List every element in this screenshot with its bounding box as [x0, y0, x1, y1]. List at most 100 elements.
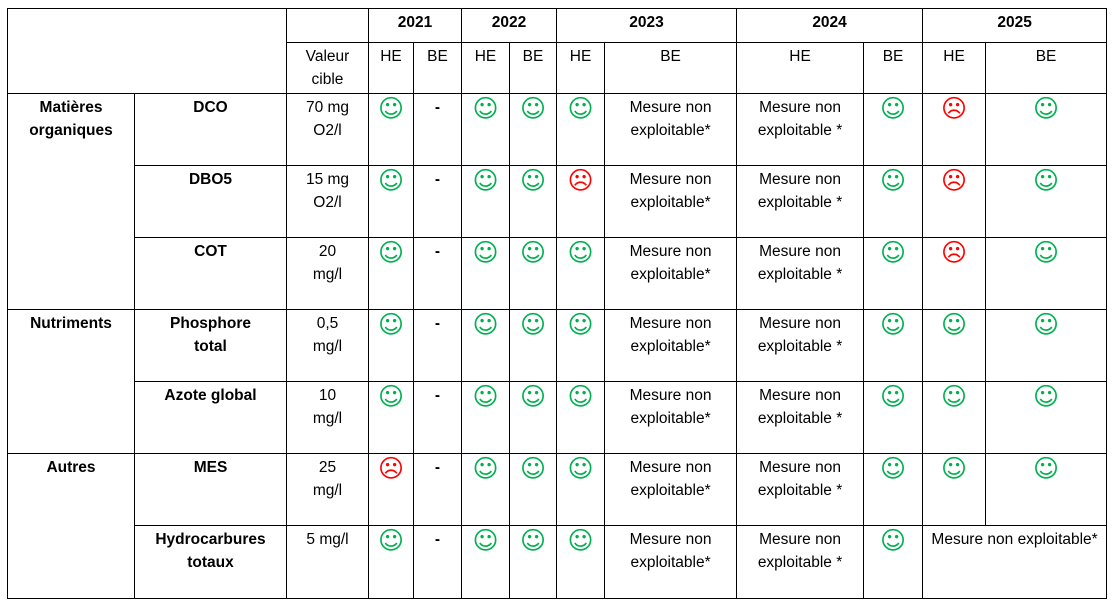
parameter-cell-dco: DCO [134, 93, 287, 166]
dash-cell: - [412, 453, 463, 526]
be-header-2024: BE [863, 42, 924, 94]
measure-note-cell: Mesure non exploitable * [736, 453, 865, 526]
status-cell: ☹ [922, 165, 987, 238]
he-header-2025: HE [922, 42, 987, 94]
he-header-2021: HE [368, 42, 414, 94]
status-cell: ☺ [556, 93, 606, 166]
no-measure-dash: - [434, 99, 441, 116]
happy-face-icon: ☺ [941, 310, 968, 339]
happy-face-icon: ☺ [472, 454, 499, 483]
status-cell: ☺ [461, 525, 511, 599]
no-measure-dash: - [434, 459, 441, 476]
year-header-2023: 2023 [556, 8, 738, 43]
status-cell: ☺ [556, 381, 606, 454]
status-cell: ☺ [985, 165, 1108, 238]
sad-face-icon: ☹ [567, 166, 594, 195]
happy-face-icon: ☺ [519, 382, 547, 411]
status-cell: ☺ [985, 309, 1108, 382]
year-header-2024: 2024 [736, 8, 924, 43]
be-header-2021: BE [412, 42, 463, 94]
happy-face-icon: ☺ [880, 94, 907, 123]
happy-face-icon: ☺ [880, 382, 907, 411]
status-cell: ☺ [922, 309, 987, 382]
target-value-cell: 20 mg/l [286, 237, 369, 310]
happy-face-icon: ☺ [472, 310, 499, 339]
status-cell: ☺ [863, 525, 924, 599]
be-header-2023: BE [604, 42, 738, 94]
happy-face-icon: ☺ [880, 526, 907, 555]
target-value-cell: 10 mg/l [286, 381, 369, 454]
happy-face-icon: ☺ [567, 382, 594, 411]
status-cell: ☹ [922, 237, 987, 310]
status-cell: ☺ [863, 93, 924, 166]
dash-cell: - [412, 309, 463, 382]
status-cell: ☺ [368, 237, 414, 310]
status-cell: ☺ [863, 453, 924, 526]
status-cell: ☺ [985, 237, 1108, 310]
sad-face-icon: ☹ [941, 166, 968, 195]
he-header-2024: HE [736, 42, 865, 94]
measure-note-cell: Mesure non exploitable * [736, 309, 865, 382]
measure-note-cell: Mesure non exploitable* [604, 165, 738, 238]
status-cell: ☺ [368, 309, 414, 382]
status-cell: ☺ [461, 309, 511, 382]
water-quality-results-table: 2021 2022 2023 2024 2025 Valeur cible HE… [7, 8, 1108, 599]
happy-face-icon: ☺ [519, 310, 547, 339]
happy-face-icon: ☺ [941, 454, 968, 483]
measure-note-cell: Mesure non exploitable* [604, 237, 738, 310]
status-cell: ☺ [509, 237, 558, 310]
happy-face-icon: ☺ [567, 94, 594, 123]
measure-note-cell: Mesure non exploitable* [604, 453, 738, 526]
happy-face-icon: ☺ [567, 238, 594, 267]
corner-blank-cell [7, 8, 287, 94]
status-cell: ☺ [368, 93, 414, 166]
status-cell: ☺ [985, 453, 1108, 526]
no-measure-dash: - [434, 315, 441, 332]
happy-face-icon: ☺ [880, 166, 907, 195]
status-cell: ☺ [556, 525, 606, 599]
dash-cell: - [412, 381, 463, 454]
measure-note-cell: Mesure non exploitable * [736, 525, 865, 599]
happy-face-icon: ☺ [377, 310, 405, 339]
happy-face-icon: ☺ [519, 238, 547, 267]
status-cell: ☹ [556, 165, 606, 238]
happy-face-icon: ☺ [880, 310, 907, 339]
status-cell: ☺ [509, 453, 558, 526]
status-cell: ☺ [863, 381, 924, 454]
happy-face-icon: ☺ [1033, 94, 1060, 123]
category-cell-nutriments: Nutriments [7, 309, 135, 454]
happy-face-icon: ☺ [567, 310, 594, 339]
parameter-cell-dbo5: DBO5 [134, 165, 287, 238]
measure-note-cell: Mesure non exploitable * [736, 381, 865, 454]
measure-note-cell: Mesure non exploitable* [604, 381, 738, 454]
status-cell: ☺ [461, 93, 511, 166]
status-cell: ☺ [461, 237, 511, 310]
status-cell: ☺ [863, 309, 924, 382]
status-cell: ☺ [556, 309, 606, 382]
year-header-2021: 2021 [367, 8, 463, 43]
happy-face-icon: ☺ [472, 238, 499, 267]
happy-face-icon: ☺ [519, 526, 547, 555]
status-cell: ☺ [461, 381, 511, 454]
happy-face-icon: ☺ [377, 94, 405, 123]
status-cell: ☺ [509, 525, 558, 599]
target-value-cell: 70 mg O2/l [286, 93, 369, 166]
happy-face-icon: ☺ [1033, 454, 1060, 483]
sad-face-icon: ☹ [377, 454, 405, 483]
happy-face-icon: ☺ [377, 382, 405, 411]
year-header-2022: 2022 [461, 8, 558, 43]
status-cell: ☺ [556, 453, 606, 526]
measure-note-cell: Mesure non exploitable * [736, 93, 865, 166]
measure-note-cell: Mesure non exploitable* [604, 93, 738, 166]
be-header-2022: BE [509, 42, 558, 94]
measure-note-cell: Mesure non exploitable * [736, 237, 865, 310]
be-header-2025: BE [985, 42, 1108, 94]
parameter-cell-cot: COT [134, 237, 287, 310]
happy-face-icon: ☺ [472, 382, 499, 411]
status-cell: ☺ [368, 165, 414, 238]
status-cell: ☺ [863, 165, 924, 238]
status-cell: ☹ [922, 93, 987, 166]
status-cell: ☺ [509, 165, 558, 238]
happy-face-icon: ☺ [519, 94, 547, 123]
